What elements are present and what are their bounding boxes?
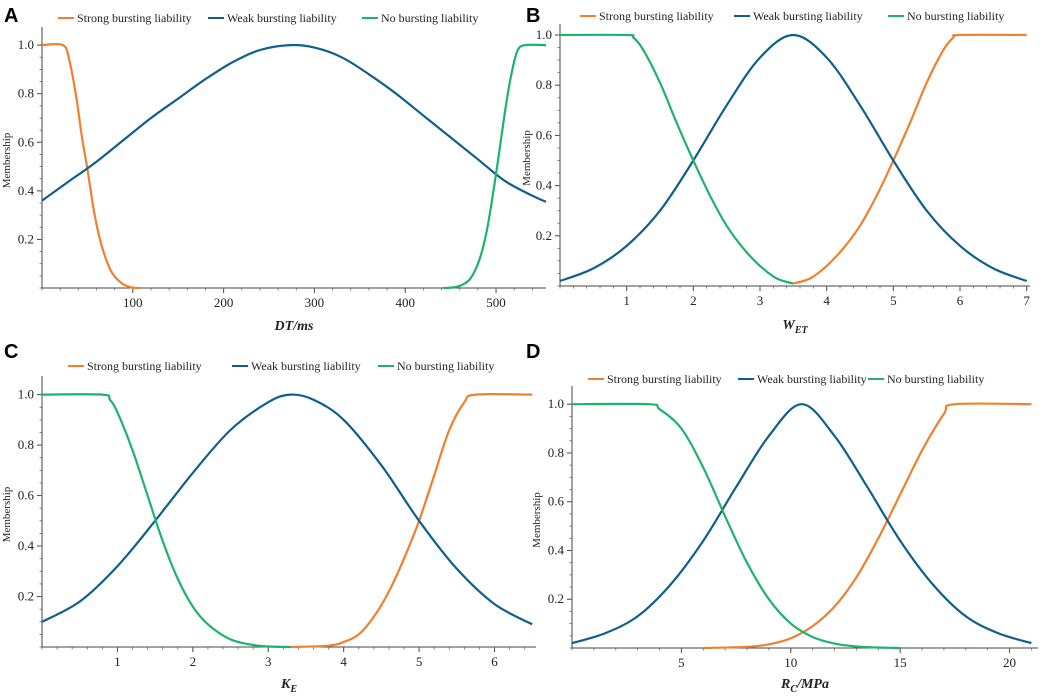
- y-tick-label: 0.2: [536, 228, 552, 243]
- series-line-strong: [792, 33, 1027, 285]
- x-tick-label: 100: [123, 295, 143, 310]
- x-axis-title-main: W: [782, 318, 796, 333]
- x-tick-label: 1: [623, 293, 630, 308]
- x-tick-label: 3: [757, 293, 764, 308]
- x-axis-title: KE: [280, 677, 297, 695]
- x-axis-title-subscript: ET: [794, 325, 809, 336]
- legend-label-strong: Strong bursting liability: [599, 9, 714, 23]
- x-tick-label: 1: [114, 654, 121, 669]
- x-axis-title-suffix: /MPa: [796, 677, 829, 692]
- x-tick-label: 20: [1003, 655, 1016, 670]
- chart-panel-a: A 100 200 300 400 500 0.2 0.4 0.6 0.8 1.0 Membershi…: [1, 5, 547, 334]
- y-tick-label: 0.8: [536, 77, 552, 92]
- x-tick-label: 2: [190, 654, 197, 669]
- panel-letter: D: [526, 341, 540, 363]
- x-tick-label: 5: [678, 655, 685, 670]
- y-axis-title: Membership: [521, 130, 533, 186]
- y-tick-label: 0.8: [18, 437, 34, 452]
- y-tick-label: 0.8: [548, 445, 564, 460]
- x-tick-label: 6: [491, 654, 498, 669]
- y-axis-title: Membership: [1, 486, 13, 542]
- panel-letter: B: [526, 5, 540, 27]
- legend-label-weak: Weak bursting liability: [753, 9, 863, 23]
- legend-label-weak: Weak bursting liability: [757, 372, 867, 386]
- x-tick-label: 3: [265, 654, 272, 669]
- x-axis-title: RC/MPa: [780, 677, 829, 695]
- y-axis-title: Membership: [1, 132, 13, 188]
- chart-panel-d: D 5 10 15 20 0.2 0.4 0.6 0.8 1.0 Membership RC/MPa S…: [526, 341, 1038, 695]
- y-tick-label: 0.6: [18, 488, 35, 503]
- y-tick-label: 0.4: [18, 183, 35, 198]
- series-line-weak: [559, 33, 1028, 283]
- x-axis-title: WET: [782, 318, 808, 336]
- x-tick-label: 4: [340, 654, 347, 669]
- chart-panel-b: B 1 2 3 4 5 6 7 0.2 0.4 0.6 0.8 1.0 Membership WET Stro…: [521, 5, 1030, 336]
- x-axis-title-main: K: [280, 677, 292, 692]
- series-line-weak: [41, 43, 547, 203]
- x-axis-title-subscript: C: [790, 684, 797, 695]
- x-tick-label: 6: [957, 293, 964, 308]
- legend-label-weak: Weak bursting liability: [251, 359, 361, 373]
- x-tick-label: 5: [416, 654, 423, 669]
- x-tick-label: 10: [784, 655, 797, 670]
- legend-label-strong: Strong bursting liability: [77, 11, 192, 25]
- y-tick-label: 0.6: [536, 127, 553, 142]
- y-tick-label: 0.4: [18, 538, 35, 553]
- y-tick-label: 0.4: [536, 178, 553, 193]
- x-tick-label: 7: [1023, 293, 1030, 308]
- series-line-none: [571, 402, 901, 650]
- y-tick-label: 0.2: [18, 231, 34, 246]
- x-axis-title-subscript: E: [289, 684, 297, 695]
- x-tick-label: 400: [395, 295, 415, 310]
- y-tick-label: 0.8: [18, 86, 34, 101]
- legend-label-strong: Strong bursting liability: [607, 372, 722, 386]
- series-line-weak: [571, 403, 1032, 645]
- y-tick-label: 0.6: [18, 134, 35, 149]
- panel-letter: C: [4, 341, 18, 363]
- y-tick-label: 1.0: [18, 37, 34, 52]
- legend-label-none: No bursting liability: [907, 9, 1004, 23]
- x-axis-title-main: DT/ms: [274, 319, 314, 334]
- series-line-none: [559, 33, 794, 285]
- series-line-strong: [290, 392, 533, 649]
- y-tick-label: 1.0: [536, 27, 552, 42]
- chart-panel-c: C 1 2 3 4 5 6 0.2 0.4 0.6 0.8 1.0 Membership KE Strong…: [1, 341, 536, 695]
- series-line-none: [443, 43, 547, 290]
- y-tick-label: 0.6: [548, 494, 565, 509]
- x-tick-label: 300: [305, 295, 325, 310]
- legend-label-weak: Weak bursting liability: [227, 11, 337, 25]
- series-line-none: [41, 393, 291, 649]
- y-tick-label: 0.2: [548, 591, 564, 606]
- y-tick-label: 0.4: [548, 542, 565, 557]
- y-axis-title: Membership: [531, 492, 543, 548]
- legend-label-none: No bursting liability: [887, 372, 984, 386]
- x-tick-label: 2: [690, 293, 697, 308]
- x-tick-label: 500: [486, 295, 506, 310]
- x-tick-label: 200: [214, 295, 234, 310]
- series-line-weak: [41, 393, 533, 626]
- legend-label-strong: Strong bursting liability: [87, 359, 202, 373]
- x-tick-label: 15: [894, 655, 907, 670]
- legend-label-none: No bursting liability: [397, 359, 494, 373]
- y-tick-label: 1.0: [548, 396, 564, 411]
- series-line-strong: [41, 42, 141, 290]
- x-tick-label: 4: [823, 293, 830, 308]
- panel-letter: A: [4, 5, 18, 27]
- y-tick-label: 1.0: [18, 387, 34, 402]
- y-tick-label: 0.2: [18, 589, 34, 604]
- x-tick-label: 5: [890, 293, 897, 308]
- x-axis-title-main: R: [780, 677, 790, 692]
- legend-label-none: No bursting liability: [381, 11, 478, 25]
- series-line-strong: [703, 402, 1032, 650]
- x-axis-title: DT/ms: [274, 319, 314, 334]
